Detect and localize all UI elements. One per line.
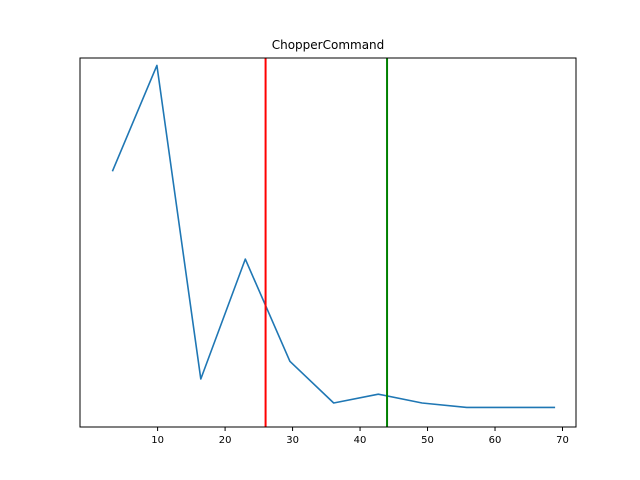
x-tick-label: 20 [219, 435, 232, 446]
x-tick-label: 10 [151, 435, 164, 446]
series-line-0 [111, 64, 556, 409]
x-tick-label: 30 [286, 435, 299, 446]
x-tick-label: 50 [421, 435, 434, 446]
chart-title: ChopperCommand [272, 38, 385, 52]
axes-frame [79, 57, 577, 428]
x-tick-label: 70 [556, 435, 569, 446]
x-tick-label: 60 [489, 435, 502, 446]
plot-area [111, 58, 556, 427]
x-tick-label: 40 [354, 435, 367, 446]
x-axis: 10 20 30 40 50 60 70 [151, 427, 569, 446]
